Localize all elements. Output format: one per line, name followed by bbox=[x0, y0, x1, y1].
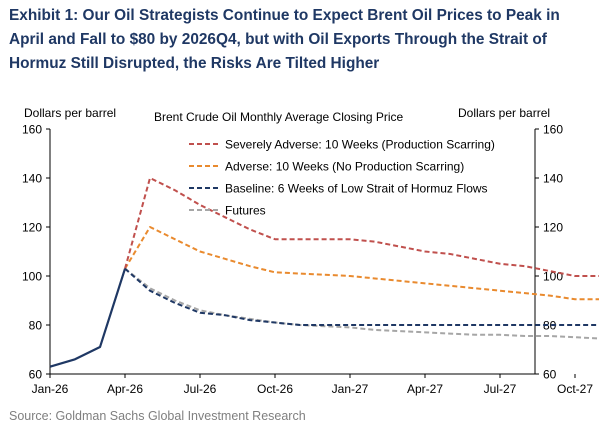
series-line-3 bbox=[124, 267, 599, 340]
x-tick-label: Apr-27 bbox=[407, 382, 443, 396]
x-tick-label: Oct-27 bbox=[557, 382, 593, 396]
legend-label-2: Baseline: 6 Weeks of Low Strait of Hormu… bbox=[225, 182, 488, 196]
series-line-1 bbox=[124, 226, 599, 301]
y-tick-label-left: 100 bbox=[22, 270, 42, 284]
y-tick-label-right: 80 bbox=[543, 319, 557, 333]
lines-layer bbox=[49, 177, 599, 368]
x-tick-label: Jan-27 bbox=[332, 382, 369, 396]
legend-label-0: Severely Adverse: 10 Weeks (Production S… bbox=[225, 138, 495, 152]
x-tick-label: Jul-26 bbox=[184, 382, 217, 396]
y-tick-label-right: 120 bbox=[543, 221, 563, 235]
y-tick-label-right: 100 bbox=[543, 270, 563, 284]
legend-label-3: Futures bbox=[225, 204, 266, 218]
exhibit-title: Exhibit 1: Our Oil Strategists Continue … bbox=[9, 7, 560, 72]
series-line-2 bbox=[124, 267, 599, 326]
legend-label-1: Adverse: 10 Weeks (No Production Scarrin… bbox=[225, 160, 464, 174]
x-tick-label: Oct-26 bbox=[257, 382, 293, 396]
y-tick-label-left: 160 bbox=[22, 123, 42, 137]
x-tick-label: Apr-26 bbox=[107, 382, 143, 396]
x-tick-label: Jan-26 bbox=[32, 382, 69, 396]
y-tick-label-left: 120 bbox=[22, 221, 42, 235]
y-tick-label-left: 60 bbox=[29, 368, 43, 382]
y-tick-label-left: 80 bbox=[29, 319, 43, 333]
x-tick-label: Jul-27 bbox=[484, 382, 517, 396]
y-tick-label-right: 160 bbox=[543, 123, 563, 137]
legend: Severely Adverse: 10 Weeks (Production S… bbox=[189, 138, 495, 218]
y-tick-label-right: 60 bbox=[543, 368, 557, 382]
y-tick-label-left: 140 bbox=[22, 172, 42, 186]
y-axis-label-left: Dollars per barrel bbox=[24, 106, 116, 120]
history-line bbox=[49, 268, 127, 368]
y-axis-label-right: Dollars per barrel bbox=[458, 106, 550, 120]
y-tick-label-right: 140 bbox=[543, 172, 563, 186]
chart-title: Brent Crude Oil Monthly Average Closing … bbox=[154, 110, 404, 124]
axes-layer: 60 60 80 80 100 100 120 120 140 140 160 160 Jan-26 Ap… bbox=[22, 123, 593, 397]
source-note: Source: Goldman Sachs Global Investment … bbox=[9, 409, 306, 423]
